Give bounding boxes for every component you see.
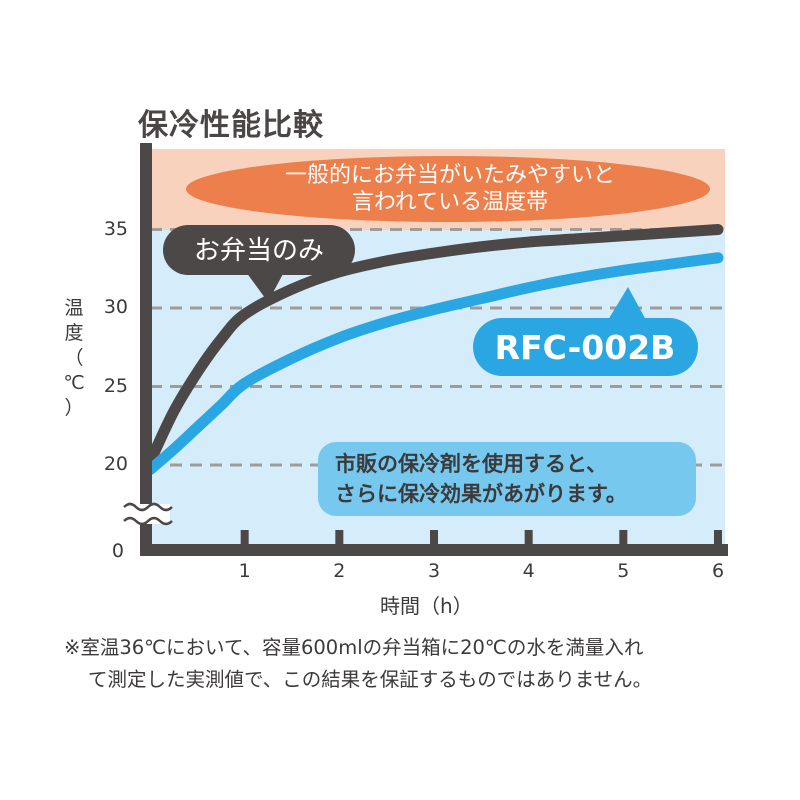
product-callout: RFC-002B — [473, 287, 698, 376]
y-axis-label-char: 温 — [64, 297, 84, 319]
y-axis-label-char: ） — [64, 397, 84, 419]
x-tick-label: 2 — [333, 560, 346, 582]
x-tick-mark-6 — [714, 530, 722, 546]
axis-break-mark — [123, 516, 173, 526]
x-tick-mark-1 — [240, 530, 249, 546]
axes — [123, 143, 728, 556]
tip-callout: 市販の保冷剤を使用すると、 さらに保冷効果があがります。 — [318, 442, 696, 516]
danger-zone-text-line2: 言われている温度帯 — [352, 190, 548, 215]
x-tick-mark-2 — [335, 530, 344, 546]
y-tick-label: 30 — [103, 296, 128, 318]
footnote-line2: て測定した実測値で、この結果を保証するものではありません。 — [88, 668, 653, 691]
y-tick-label: 0 — [111, 540, 124, 562]
tip-text-line1: 市販の保冷剤を使用すると、 — [335, 452, 607, 476]
x-tick-label: 6 — [711, 560, 725, 582]
x-axis-line — [140, 544, 728, 556]
x-tick-label: 4 — [522, 560, 535, 582]
x-tick-label: 3 — [427, 560, 441, 582]
danger-zone-oval: 一般的にお弁当がいたみやすいと 言われている温度帯 — [186, 156, 710, 222]
chart-title: 保冷性能比較 — [138, 108, 324, 143]
footnote-line1: ※室温36℃において、容量600mlの弁当箱に20℃の水を満量入れ — [64, 636, 644, 659]
y-axis-label-char: 度 — [64, 322, 84, 344]
y-axis-label: 温 度 （ ℃ ） — [60, 296, 88, 421]
y-tick-label: 35 — [103, 217, 128, 240]
x-axis-label: 時間（h） — [380, 594, 473, 618]
tip-text-line2: さらに保冷効果があがります。 — [335, 482, 627, 506]
y-axis-label-char: （ — [64, 347, 84, 369]
x-tick-label: 1 — [238, 560, 251, 582]
x-tick-mark-3 — [430, 530, 438, 546]
series-line-rfc-002b — [144, 252, 724, 476]
lunch-only-label: お弁当のみ — [194, 236, 324, 266]
product-label: RFC-002B — [495, 328, 676, 367]
x-tick-mark-5 — [619, 530, 628, 546]
x-tick-mark-4 — [524, 530, 533, 546]
footnote: ※室温36℃において、容量600mlの弁当箱に20℃の水を満量入れ て測定した実… — [64, 632, 764, 696]
series-line-lunch-only — [144, 224, 724, 468]
y-axis-label-char: ℃ — [63, 372, 85, 394]
y-axis-line — [140, 143, 152, 556]
lunch-only-callout: お弁当のみ — [163, 225, 355, 302]
y-tick-label: 25 — [103, 374, 128, 397]
y-tick-label: 20 — [103, 453, 128, 475]
x-tick-label: 5 — [617, 560, 630, 582]
axis-break-mark — [123, 502, 173, 512]
danger-zone-text-line1: 一般的にお弁当がいたみやすいと — [285, 163, 615, 188]
